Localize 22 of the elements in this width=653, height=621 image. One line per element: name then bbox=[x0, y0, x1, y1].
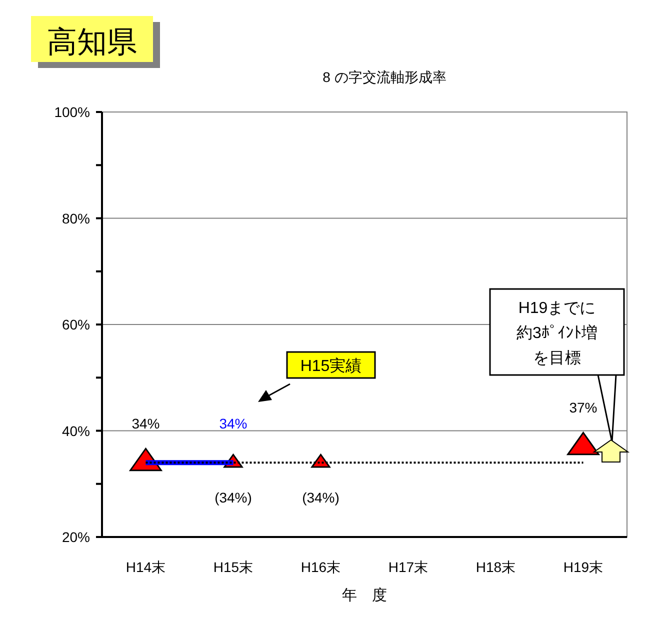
y-tick-label: 60% bbox=[62, 316, 90, 332]
chart-title: 高知県 bbox=[47, 26, 137, 59]
annotation: H19までに約3ﾎﾟｲﾝﾄ増を目標 bbox=[516, 300, 598, 367]
y-tick-label: 40% bbox=[62, 422, 90, 439]
x-tick-label: H18末 bbox=[476, 559, 516, 575]
y-tick-label: 100% bbox=[54, 104, 90, 120]
x-tick-label: H19末 bbox=[563, 559, 604, 575]
data-label: 34% bbox=[132, 416, 160, 432]
annotation: H15実績 bbox=[300, 357, 362, 375]
data-label: 37% bbox=[569, 400, 598, 416]
data-label: (34%) bbox=[214, 490, 252, 506]
x-tick-label: H17末 bbox=[388, 559, 428, 575]
x-tick-label: H14末 bbox=[126, 559, 166, 575]
note-h15: H15実績 bbox=[286, 351, 376, 379]
data-label: 34% bbox=[219, 416, 248, 432]
x-tick-label: H15末 bbox=[213, 559, 254, 575]
data-label: (34%) bbox=[302, 490, 340, 506]
x-tick-label: H16末 bbox=[300, 559, 341, 575]
chart-subtitle: 8 の字交流軸形成率 bbox=[322, 69, 446, 85]
x-axis-title: 年 度 bbox=[342, 587, 387, 604]
y-tick-label: 20% bbox=[62, 529, 90, 545]
y-tick-label: 80% bbox=[62, 210, 90, 226]
